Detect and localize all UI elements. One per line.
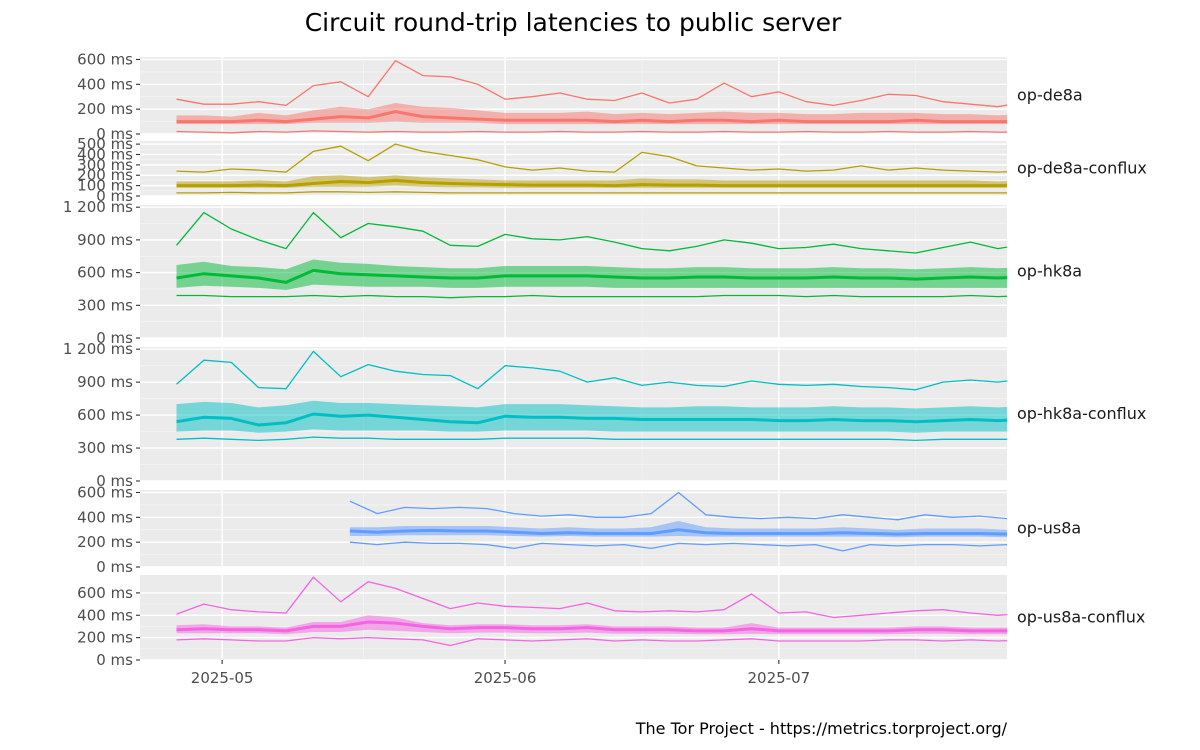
y-tick-label: 200 ms [77, 166, 133, 184]
panel-op-de8a: 0 ms 200 ms 400 ms 600 ms op-de8a [77, 50, 1083, 143]
high-latency-line [349, 491, 1007, 521]
y-tick-label: 400 ms [77, 145, 133, 163]
panel-op-us8a: 0 ms 200 ms 400 ms 600 ms op-us8a [77, 483, 1081, 576]
median-latency-line [176, 178, 1007, 188]
y-tick-label: 0 ms [96, 187, 133, 205]
strip-label: op-us8a-conflux [1017, 608, 1145, 627]
y-tick-label: 600 ms [77, 264, 133, 282]
x-tick-label: 2025-05 [191, 669, 254, 687]
x-axis: 2025-05 2025-06 2025-07 [191, 660, 810, 687]
high-latency-line [176, 211, 1007, 254]
high-latency-line [176, 60, 1007, 108]
y-tick-label: 400 ms [77, 508, 133, 526]
iqr-band [176, 400, 1007, 433]
y-tick-label: 100 ms [77, 177, 133, 195]
series-group [176, 143, 1007, 194]
y-tick-label: 900 ms [77, 231, 133, 249]
median-latency-line [176, 268, 1007, 284]
chart-title: Circuit round-trip latencies to public s… [305, 8, 842, 37]
y-tick-label: 1 200 ms [63, 198, 133, 216]
low-latency-line [176, 294, 1007, 299]
high-latency-line [176, 143, 1007, 173]
y-tick-label: 0 ms [96, 558, 133, 576]
y-tick-label: 600 ms [77, 483, 133, 501]
y-tick-label: 0 ms [96, 329, 133, 347]
low-latency-line [176, 636, 1007, 647]
y-tick-label: 200 ms [77, 533, 133, 551]
y-tick-label: 0 ms [96, 472, 133, 490]
median-latency-line [349, 528, 1007, 536]
y-tick-label: 300 ms [77, 156, 133, 174]
x-tick-label: 2025-06 [474, 669, 537, 687]
y-tick-label: 500 ms [77, 135, 133, 153]
y-tick-label: 300 ms [77, 439, 133, 457]
low-latency-line [349, 541, 1007, 552]
median-latency-line [176, 110, 1007, 124]
series-group [176, 211, 1007, 299]
median-latency-line [176, 620, 1007, 633]
x-tick-label: 2025-07 [747, 669, 810, 687]
series-group [176, 350, 1007, 442]
chart-caption: The Tor Project - https://metrics.torpro… [635, 719, 1008, 738]
high-latency-line [176, 576, 1007, 619]
strip-label: op-de8a-conflux [1017, 159, 1147, 178]
y-tick-label: 600 ms [77, 50, 133, 68]
panel-op-us8a-conflux: 0 ms 200 ms 400 ms 600 ms op-us8a-conflux [77, 575, 1145, 669]
y-tick-label: 400 ms [77, 75, 133, 93]
panel-op-hk8a: 0 ms 300 ms 600 ms 900 ms 1 200 ms op-hk8a [63, 198, 1082, 347]
strip-label: op-us8a [1017, 519, 1081, 538]
strip-label: op-hk8a-conflux [1017, 404, 1146, 423]
y-tick-label: 300 ms [77, 296, 133, 314]
y-tick-label: 200 ms [77, 100, 133, 118]
series-group [176, 60, 1007, 134]
high-latency-line [176, 350, 1007, 391]
panel-op-hk8a-conflux: 0 ms 300 ms 600 ms 900 ms 1 200 ms op-hk8a-co… [63, 340, 1146, 490]
panel-background [140, 575, 1007, 660]
y-tick-label: 600 ms [77, 406, 133, 424]
series-group [349, 491, 1007, 552]
strip-label: op-hk8a [1017, 262, 1082, 281]
y-tick-label: 400 ms [77, 606, 133, 624]
series-group [176, 576, 1007, 647]
strip-label: op-de8a [1017, 86, 1083, 105]
y-tick-label: 1 200 ms [63, 340, 133, 358]
low-latency-line [176, 130, 1007, 134]
iqr-band [176, 103, 1007, 125]
median-latency-line [176, 412, 1007, 427]
y-tick-label: 200 ms [77, 629, 133, 647]
y-tick-label: 900 ms [77, 373, 133, 391]
low-latency-line [176, 436, 1007, 442]
y-tick-label: 600 ms [77, 584, 133, 602]
y-tick-label: 0 ms [96, 651, 133, 669]
low-latency-line [176, 191, 1007, 194]
y-tick-label: 0 ms [96, 125, 133, 143]
